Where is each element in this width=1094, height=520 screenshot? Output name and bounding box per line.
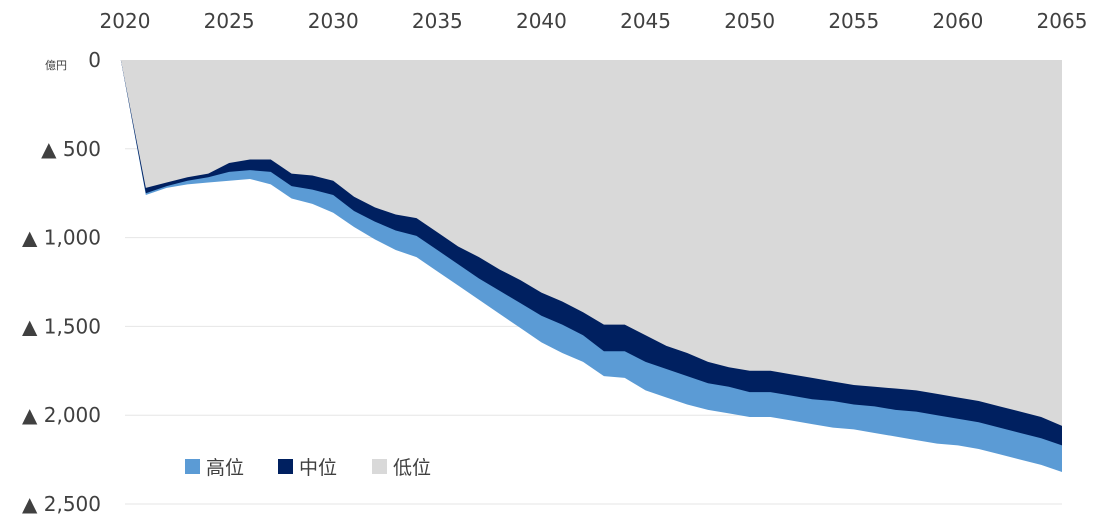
x-tick-label: 2035 xyxy=(412,9,463,33)
y-tick-label: 0 xyxy=(88,48,101,72)
x-tick-label: 2055 xyxy=(828,9,879,33)
area-低位 xyxy=(120,60,1062,426)
x-tick-label: 2065 xyxy=(1037,9,1088,33)
y-tick-label: ▲ 1,500 xyxy=(22,314,101,338)
y-tick-label: ▲ 2,000 xyxy=(22,403,101,427)
legend-label: 中位 xyxy=(299,457,337,479)
x-axis: 2020 2025 2030 2035 2040 2045 2050 2055 2060 2065 xyxy=(100,9,1088,33)
legend-label: 高位 xyxy=(206,457,244,479)
x-tick-label: 2060 xyxy=(932,9,983,33)
legend-label: 低位 xyxy=(393,457,431,479)
y-tick-label: ▲ 500 xyxy=(41,137,101,161)
y-tick-label: ▲ 2,500 xyxy=(22,492,101,516)
x-tick-label: 2025 xyxy=(204,9,255,33)
x-tick-label: 2045 xyxy=(620,9,671,33)
x-tick-label: 2020 xyxy=(100,9,151,33)
x-tick-label: 2040 xyxy=(516,9,567,33)
area-series xyxy=(120,60,1062,473)
x-tick-label: 2030 xyxy=(308,9,359,33)
legend-swatch xyxy=(185,459,200,474)
legend-swatch xyxy=(278,459,293,474)
y-unit-label: 億円 xyxy=(45,59,67,72)
legend-swatch xyxy=(372,459,387,474)
y-tick-label: ▲ 1,000 xyxy=(22,226,101,250)
legend: 高位 中位 低位 xyxy=(185,457,431,479)
x-tick-label: 2050 xyxy=(724,9,775,33)
y-axis: 0 ▲ 500 ▲ 1,000 ▲ 1,500 ▲ 2,000 ▲ 2,500 xyxy=(22,48,101,516)
